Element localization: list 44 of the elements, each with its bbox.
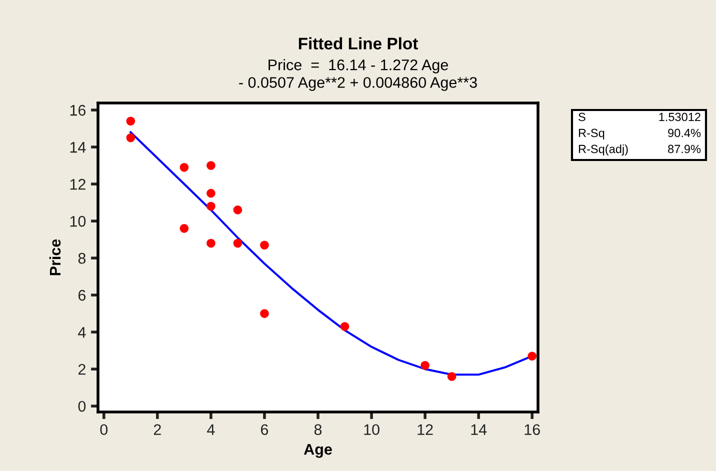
point [206, 188, 216, 198]
point [260, 240, 269, 250]
x-tick-label: 8 [314, 424, 322, 436]
point [260, 309, 269, 318]
x-tick-label: 14 [471, 424, 487, 435]
point [340, 322, 350, 331]
x-tick-label: 16 [524, 424, 540, 436]
text: 90.4% [668, 128, 701, 138]
y-tick-label: 0 [78, 400, 86, 412]
point [206, 238, 216, 248]
chart-subtitle: Price = 16.14 - 1.272 Age - 0.0507 Age**2 + 0.004860 Age**3 [239, 59, 477, 91]
y-tick-label: 10 [70, 216, 86, 227]
text: R-Sq [578, 128, 604, 140]
y-tick-label: 12 [70, 178, 86, 190]
x-tick-label: 2 [154, 424, 161, 435]
point [233, 238, 242, 248]
y-axis-title: Price [49, 239, 61, 276]
point [206, 161, 216, 170]
y-tick-label: 14 [70, 142, 86, 153]
x-axis-title: Age [304, 444, 332, 458]
x-tick-label: 12 [418, 424, 433, 435]
chart-title: Fitted Line Plot [298, 37, 418, 50]
point [233, 206, 242, 214]
point [420, 360, 430, 370]
point [180, 224, 189, 233]
point [447, 372, 456, 381]
text: R-Sq(adj) [578, 144, 628, 156]
point [126, 116, 136, 126]
y-tick-label: 16 [70, 104, 86, 116]
point [126, 133, 136, 142]
point [206, 202, 216, 211]
x-tick-label: 10 [364, 424, 380, 436]
point [180, 163, 189, 172]
y-tick-label: 2 [78, 364, 86, 375]
x-tick-label: 0 [100, 424, 108, 436]
text: 1.53012 [659, 112, 700, 122]
text: 87.9% [668, 144, 701, 154]
x-tick-label: 4 [207, 424, 215, 435]
text: S [578, 112, 586, 122]
x-tick-label: 6 [261, 424, 268, 436]
y-tick-label: 8 [78, 252, 86, 264]
y-tick-label: 4 [78, 327, 86, 338]
point [528, 352, 537, 361]
y-tick-label: 6 [78, 290, 86, 301]
